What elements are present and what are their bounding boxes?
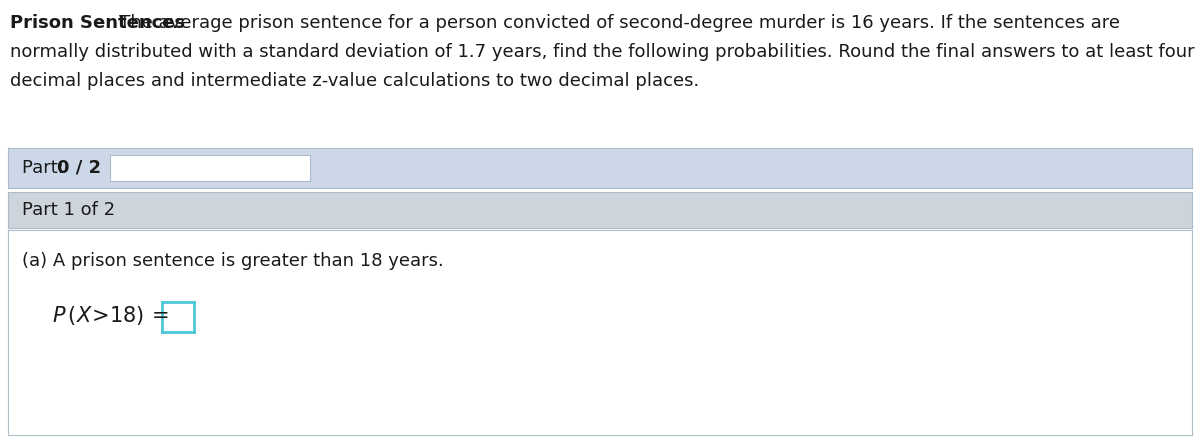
Text: Prison Sentences: Prison Sentences (10, 14, 185, 32)
Text: The average prison sentence for a person convicted of second-degree murder is 16: The average prison sentence for a person… (10, 14, 1120, 32)
Text: (a) A prison sentence is greater than 18 years.: (a) A prison sentence is greater than 18… (22, 252, 444, 270)
Text: Part:: Part: (22, 159, 70, 177)
Text: decimal places and intermediate z-value calculations to two decimal places.: decimal places and intermediate z-value … (10, 72, 700, 90)
Text: $P\,(X\!>\!18)\,=$: $P\,(X\!>\!18)\,=$ (52, 304, 169, 327)
Text: Part 1 of 2: Part 1 of 2 (22, 201, 115, 219)
Text: normally distributed with a standard deviation of 1.7 years, find the following : normally distributed with a standard dev… (10, 43, 1195, 61)
Text: 0 / 2: 0 / 2 (58, 159, 101, 177)
